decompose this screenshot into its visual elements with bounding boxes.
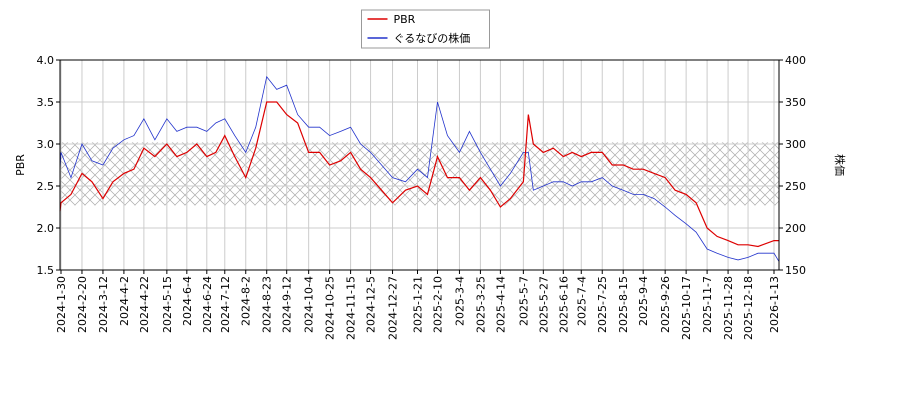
y-tick-label: 2.5	[37, 180, 55, 193]
x-tick-label: 2025-8-15	[617, 276, 630, 333]
plot-frame	[59, 59, 780, 271]
y-tick-label: 2.0	[37, 222, 55, 235]
y2-tick-label: 150	[785, 264, 806, 277]
x-tick-label: 2025-9-4	[637, 276, 650, 326]
y2-axis-label: 株価	[833, 154, 847, 176]
x-tick-label: 2025-11-28	[722, 276, 735, 340]
x-tick-label: 2024-12-5	[365, 276, 378, 333]
x-tick-label: 2025-7-25	[596, 276, 609, 333]
y-axis-label: PBR	[14, 154, 27, 176]
y2-tick-label: 200	[785, 222, 806, 235]
x-tick-label: 2024-8-23	[261, 276, 274, 333]
x-tick-label: 2024-9-12	[281, 276, 294, 333]
y-tick-label: 3.5	[37, 96, 55, 109]
x-tick-label: 2025-4-14	[494, 276, 507, 333]
series-line	[59, 75, 780, 262]
y2-tick-label: 300	[785, 138, 806, 151]
x-tick-label: 2025-3-4	[453, 276, 466, 326]
x-tick-label: 2024-11-15	[345, 276, 358, 340]
legend-box	[361, 9, 490, 49]
x-tick-label: 2024-7-12	[219, 276, 232, 333]
y2-tick-label: 250	[785, 180, 806, 193]
x-tick-label: 2026-1-13	[768, 276, 781, 333]
x-tick-label: 2024-12-27	[387, 276, 400, 340]
x-tick-label: 2025-1-21	[412, 276, 425, 333]
y2-tick-label: 400	[785, 54, 806, 67]
x-tick-label: 2024-4-2	[118, 276, 131, 326]
x-tick-label: 2024-1-30	[55, 276, 68, 333]
x-tick-label: 2024-2-20	[76, 276, 89, 333]
x-tick-label: 2025-10-17	[680, 276, 693, 340]
legend-label: PBR	[394, 13, 416, 26]
x-tick-label: 2024-10-4	[303, 276, 316, 333]
x-tick-label: 2025-2-10	[431, 276, 444, 333]
x-tick-label: 2024-6-4	[181, 276, 194, 326]
series-line	[59, 101, 779, 248]
x-tick-label: 2024-4-22	[138, 276, 151, 333]
x-tick-label: 2025-5-7	[517, 276, 530, 326]
legend-label: ぐるなびの株価	[394, 31, 471, 45]
x-tick-label: 2024-3-12	[97, 276, 110, 333]
x-tick-label: 2025-3-25	[474, 276, 487, 333]
x-tick-label: 2024-10-25	[324, 276, 337, 340]
y-tick-label: 3.0	[37, 138, 55, 151]
x-tick-label: 2025-5-27	[537, 276, 550, 333]
y2-tick-label: 350	[785, 96, 806, 109]
shaded-range	[60, 142, 779, 206]
x-tick-label: 2024-6-24	[201, 276, 214, 333]
y-tick-label: 4.0	[37, 54, 55, 67]
x-tick-label: 2025-11-7	[701, 276, 714, 333]
x-tick-label: 2025-12-18	[742, 276, 755, 340]
x-tick-label: 2024-8-2	[240, 276, 253, 326]
x-tick-label: 2025-9-26	[659, 276, 672, 333]
x-tick-label: 2025-6-16	[557, 276, 570, 333]
x-tick-label: 2024-5-15	[161, 276, 174, 333]
y-tick-label: 1.5	[37, 264, 55, 277]
x-tick-label: 2025-7-4	[575, 276, 588, 326]
